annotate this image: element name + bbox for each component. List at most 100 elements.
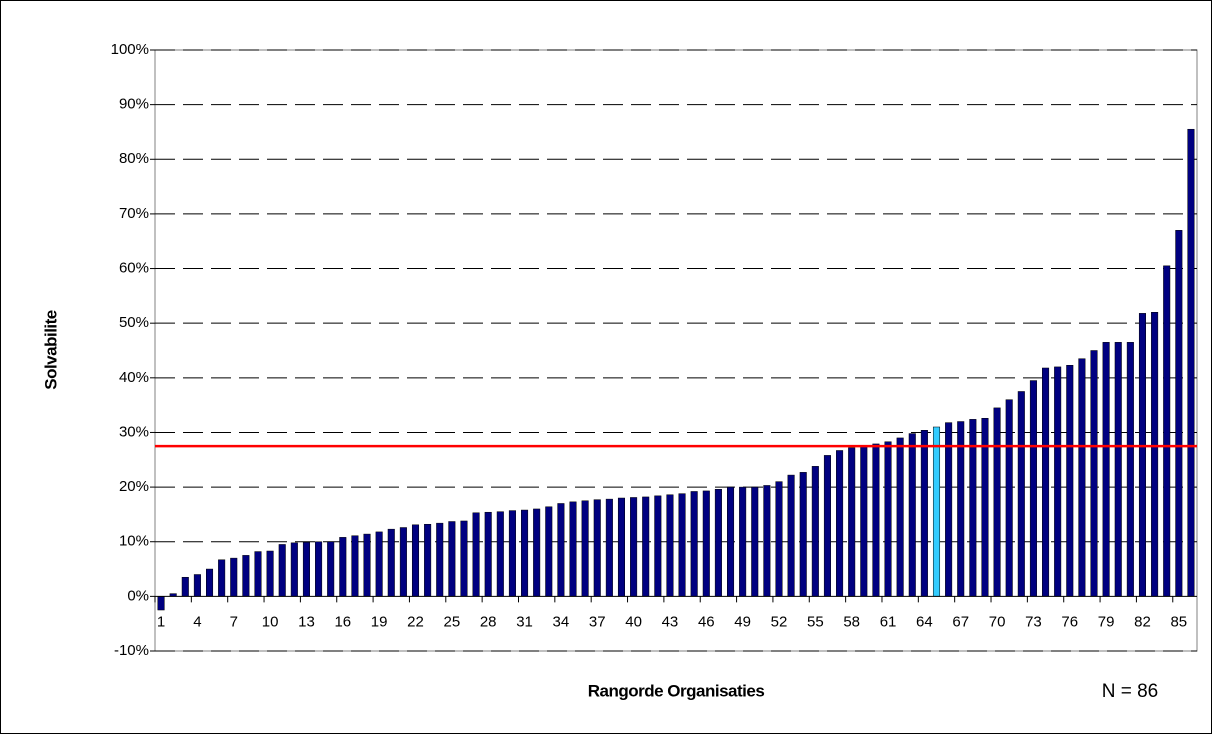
x-tick-label: 55	[807, 613, 824, 630]
bar	[460, 520, 468, 597]
bar	[218, 559, 226, 597]
x-tick-label: 4	[193, 613, 201, 630]
bar	[484, 511, 492, 597]
y-tick-label: 90%	[119, 96, 149, 113]
x-tick-label: 43	[662, 613, 679, 630]
bar	[266, 550, 274, 597]
y-tick-label: 0%	[127, 587, 149, 604]
bar	[884, 441, 892, 597]
bar	[1102, 342, 1110, 597]
bar	[315, 541, 323, 597]
bar	[545, 506, 553, 597]
bar	[242, 555, 250, 597]
y-tick-label: 100%	[111, 41, 149, 58]
x-axis-label: Rangorde Organisaties	[588, 681, 765, 700]
bar	[181, 576, 189, 597]
x-tick-label: 22	[407, 613, 424, 630]
x-tick-label: 49	[734, 613, 751, 630]
bar	[1126, 342, 1134, 597]
bar	[399, 527, 407, 597]
x-tick-label: 31	[516, 613, 533, 630]
bar	[533, 508, 541, 597]
bar	[993, 407, 1001, 597]
bar	[811, 466, 819, 597]
x-tick-label: 70	[989, 613, 1006, 630]
bar	[1114, 342, 1122, 597]
bar	[436, 522, 444, 597]
bar	[630, 497, 638, 597]
x-tick-label: 40	[625, 613, 642, 630]
bar	[860, 445, 868, 597]
bar	[581, 500, 589, 597]
bar	[1005, 399, 1013, 597]
bar	[727, 486, 735, 597]
bar	[787, 474, 795, 597]
bar	[848, 447, 856, 597]
bar	[387, 528, 395, 597]
y-tick-label: 30%	[119, 423, 149, 440]
bar	[945, 422, 953, 597]
bar	[569, 501, 577, 597]
x-tick-label: 61	[880, 613, 897, 630]
bar	[908, 433, 916, 597]
y-tick-label: 80%	[119, 150, 149, 167]
bar	[678, 493, 686, 597]
bar	[1187, 128, 1195, 597]
bar	[290, 542, 298, 597]
x-tick-label: 16	[334, 613, 351, 630]
x-tick-label: 76	[1061, 613, 1078, 630]
x-tick-label: 64	[916, 613, 933, 630]
bar	[157, 596, 165, 611]
bar	[1054, 366, 1062, 597]
bar	[448, 521, 456, 597]
bar	[1151, 312, 1159, 597]
bar	[702, 490, 710, 597]
x-tick-label: 85	[1170, 613, 1187, 630]
x-tick-label: 7	[230, 613, 238, 630]
bar	[920, 430, 928, 597]
bar	[206, 568, 214, 597]
bar	[1029, 380, 1037, 597]
y-tick-label: 10%	[119, 533, 149, 550]
x-tick-label: 73	[1025, 613, 1042, 630]
x-tick-label: 1	[157, 613, 165, 630]
y-tick-label: 40%	[119, 369, 149, 386]
bar	[411, 524, 420, 597]
bar	[521, 509, 529, 597]
bar	[666, 494, 674, 597]
bar	[775, 481, 783, 597]
bar	[278, 544, 286, 597]
x-tick-label: 67	[952, 613, 969, 630]
y-tick-label: 50%	[119, 314, 149, 331]
bar	[1066, 365, 1074, 597]
bar	[496, 511, 504, 597]
bar	[424, 523, 432, 597]
bar	[351, 535, 359, 597]
x-tick-label: 37	[589, 613, 606, 630]
bar	[593, 499, 601, 597]
bar	[254, 551, 262, 597]
bar	[375, 531, 383, 597]
bar	[327, 541, 335, 597]
x-tick-label: 10	[262, 613, 279, 630]
bar	[654, 495, 662, 597]
bar	[339, 537, 347, 597]
x-tick-label: 52	[771, 613, 788, 630]
bar	[714, 489, 722, 597]
bar	[799, 472, 807, 597]
y-tick-label: 70%	[119, 205, 149, 222]
bar	[302, 542, 310, 597]
bar	[363, 533, 371, 597]
bar	[1090, 350, 1098, 597]
y-axis-label: Solvabilite	[41, 310, 60, 390]
bar	[739, 486, 747, 597]
x-tick-label: 82	[1134, 613, 1151, 630]
bar	[836, 450, 844, 597]
x-tick-label: 13	[298, 613, 315, 630]
bar	[1017, 391, 1025, 597]
bar	[1042, 367, 1050, 597]
bar	[1175, 230, 1183, 597]
bar	[751, 486, 759, 597]
bar	[508, 510, 516, 597]
